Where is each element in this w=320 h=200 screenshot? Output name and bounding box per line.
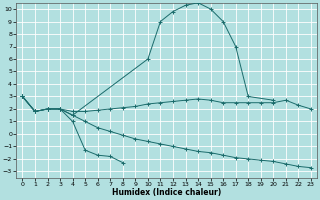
X-axis label: Humidex (Indice chaleur): Humidex (Indice chaleur) [112, 188, 221, 197]
